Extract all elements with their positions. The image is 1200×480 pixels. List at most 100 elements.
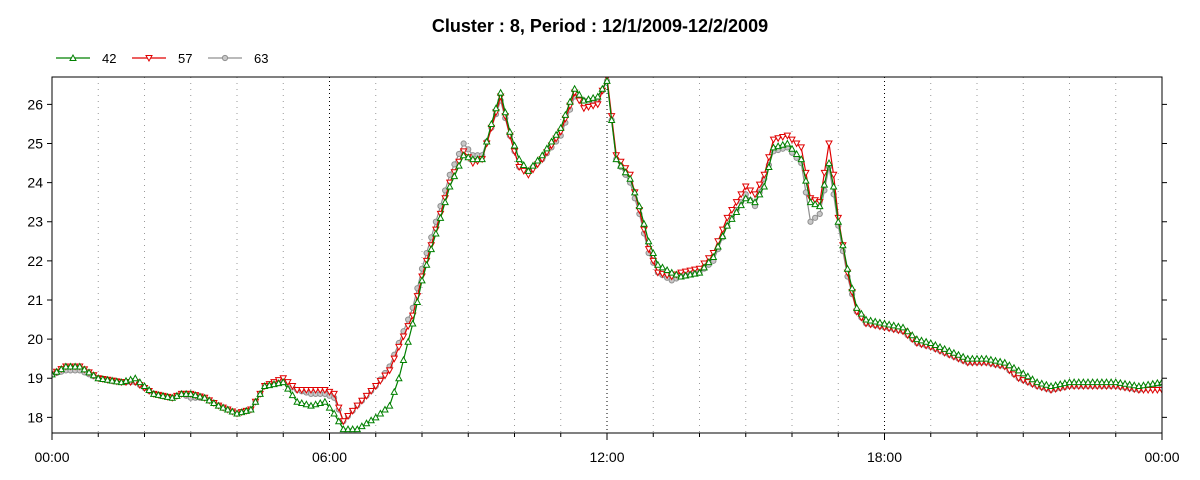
data-point-42 — [1037, 379, 1046, 387]
data-point-42 — [820, 180, 829, 188]
data-point-42 — [321, 397, 329, 405]
data-point-42 — [1088, 378, 1097, 386]
data-point-42 — [621, 168, 630, 176]
data-point-42 — [99, 374, 107, 383]
data-point-42 — [1079, 378, 1088, 386]
data-point-42 — [492, 104, 500, 112]
data-point-42 — [880, 319, 889, 327]
data-point-42 — [885, 320, 893, 328]
data-point-42 — [603, 77, 611, 84]
data-point-42 — [136, 378, 144, 386]
data-point-42 — [94, 374, 103, 382]
data-point-42 — [112, 377, 121, 385]
data-point-42 — [1074, 378, 1083, 386]
legend-label: 63 — [254, 51, 268, 66]
data-point-42 — [279, 378, 288, 386]
grid — [97, 77, 1117, 433]
data-point-42 — [630, 188, 639, 196]
data-point-42 — [427, 245, 436, 253]
data-point-42 — [917, 336, 926, 344]
data-point-42 — [1158, 378, 1162, 386]
data-point-42 — [598, 84, 607, 92]
data-point-42 — [247, 405, 255, 413]
data-point-42 — [737, 201, 745, 209]
data-point-42 — [1130, 381, 1139, 389]
data-point-57 — [297, 386, 306, 395]
data-point-42 — [487, 119, 496, 127]
data-point-42 — [982, 354, 991, 362]
data-point-57 — [797, 144, 806, 152]
data-point-42 — [746, 196, 755, 204]
legend: 42 57 63 — [56, 51, 268, 66]
data-point-57 — [348, 407, 357, 415]
y-tick-label: 21 — [27, 292, 43, 308]
data-point-42 — [284, 384, 292, 392]
data-point-57 — [284, 379, 292, 387]
data-point-42 — [714, 242, 722, 250]
data-point-57 — [307, 386, 315, 395]
data-point-57 — [584, 103, 593, 112]
data-point-42 — [459, 151, 468, 159]
data-point-42 — [529, 161, 537, 169]
data-point-42 — [1024, 372, 1032, 380]
data-point-42 — [251, 397, 260, 405]
data-point-42 — [894, 322, 903, 330]
data-point-42 — [1070, 378, 1078, 386]
data-point-42 — [908, 331, 917, 339]
data-point-42 — [658, 263, 667, 271]
data-point-57 — [339, 418, 348, 426]
data-point-57 — [344, 413, 352, 421]
data-point-57 — [288, 383, 297, 391]
data-point-42 — [256, 389, 264, 397]
data-point-42 — [478, 155, 486, 163]
data-point-42 — [163, 392, 172, 400]
data-point-42 — [700, 263, 708, 271]
data-point-42 — [913, 335, 921, 343]
x-tick-label: 18:00 — [867, 449, 902, 465]
data-point-42 — [408, 319, 417, 327]
data-point-42 — [149, 389, 158, 397]
data-point-57 — [723, 214, 732, 222]
data-point-42 — [963, 354, 972, 362]
series-line-63 — [52, 78, 1162, 423]
data-point-42 — [445, 182, 454, 190]
data-point-42 — [506, 127, 514, 135]
data-point-42 — [1010, 363, 1018, 371]
data-point-42 — [556, 123, 565, 131]
x-tick-label: 06:00 — [312, 449, 347, 465]
data-point-42 — [792, 149, 801, 157]
data-point-42 — [1028, 375, 1037, 383]
data-point-42 — [348, 425, 357, 433]
data-point-42 — [788, 144, 796, 152]
data-point-57 — [746, 187, 755, 195]
data-point-42 — [1107, 378, 1115, 386]
data-point-42 — [1005, 361, 1014, 369]
data-point-42 — [75, 362, 84, 370]
data-point-42 — [889, 321, 898, 329]
data-point-42 — [940, 344, 949, 352]
data-point-42 — [593, 92, 602, 100]
data-point-42 — [607, 115, 616, 124]
data-point-42 — [1042, 380, 1051, 388]
series-42 — [52, 77, 1162, 433]
data-point-42 — [945, 346, 954, 354]
y-axis: 18 19 20 21 22 23 24 25 26 — [27, 96, 1167, 425]
data-point-42 — [973, 354, 981, 362]
data-point-42 — [515, 155, 523, 163]
data-point-57 — [769, 136, 778, 144]
data-point-42 — [704, 258, 713, 266]
data-point-42 — [547, 137, 556, 145]
data-point-42 — [418, 276, 426, 284]
data-point-57 — [376, 377, 385, 385]
data-point-57 — [353, 402, 362, 410]
y-tick-label: 26 — [27, 96, 43, 112]
data-point-42 — [931, 340, 940, 348]
data-point-63 — [455, 150, 463, 158]
series-layer — [52, 77, 1162, 433]
data-point-42 — [140, 382, 149, 390]
data-point-42 — [751, 198, 759, 206]
data-point-57 — [390, 355, 399, 363]
data-point-42 — [991, 356, 1000, 364]
data-point-42 — [1084, 378, 1092, 386]
data-point-42 — [806, 198, 815, 206]
